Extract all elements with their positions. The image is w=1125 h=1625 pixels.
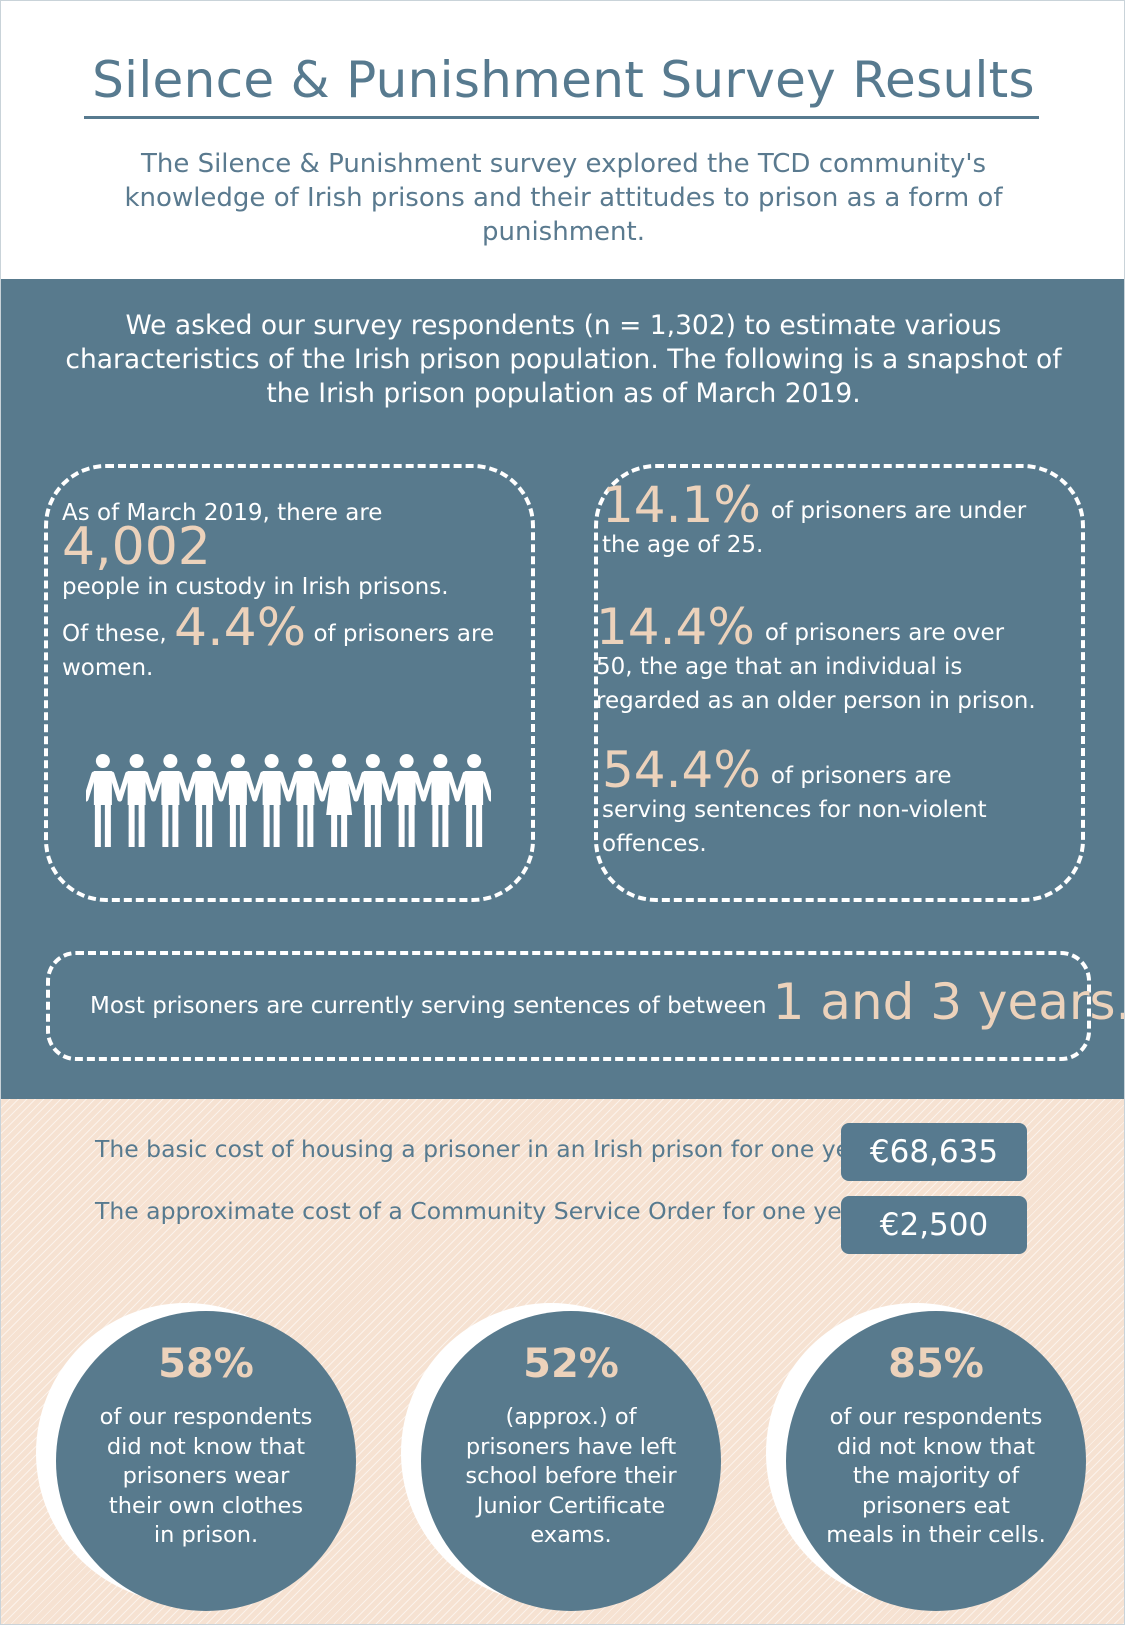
person-arm <box>413 771 426 802</box>
people-icon-row <box>86 754 491 847</box>
person-arm <box>252 771 266 802</box>
person-arm <box>117 771 131 802</box>
person-arm <box>446 771 460 802</box>
sentence-stat: Most prisoners are currently serving sen… <box>90 973 1124 1031</box>
population-box: As of March 2019, there are 4,002 people… <box>44 464 535 902</box>
nonviolent-text: of prisoners are serving sentences for n… <box>602 763 987 857</box>
finding-text: (approx.) of prisoners have left school … <box>465 1404 677 1548</box>
sentence-value: 1 and 3 years. <box>772 973 1125 1031</box>
custody-stat: As of March 2019, there are 4,002 people… <box>62 496 502 604</box>
prison-cost-label: The basic cost of housing a prisoner in … <box>95 1135 880 1163</box>
person-arm <box>244 771 258 802</box>
women-prefix: Of these, <box>62 621 167 647</box>
over50-stat: 14.4% of prisoners are over 50, the age t… <box>596 602 1046 718</box>
custody-suffix: people in custody in Irish prisons. <box>62 574 449 600</box>
finding-percent: 85% <box>888 1341 984 1387</box>
women-stat: Of these, 4.4% of prisoners are women. <box>62 602 502 685</box>
title-underline <box>84 116 1039 119</box>
person-icon <box>195 754 214 847</box>
over50-text: of prisoners are over 50, the age that a… <box>596 620 1036 714</box>
person-arm <box>210 771 224 802</box>
person-icon <box>262 754 281 847</box>
costs-section: The basic cost of housing a prisoner in … <box>1 1099 1124 1624</box>
finding-card-meals: 85% of our respondents did not know that… <box>766 1303 1086 1611</box>
finding-percent: 58% <box>158 1341 254 1387</box>
prison-cost-value: €68,635 <box>841 1123 1027 1181</box>
sentence-box: Most prisoners are currently serving sen… <box>46 951 1124 1061</box>
under25-text: of prisoners are under the age of 25. <box>602 498 1027 558</box>
person-icon <box>228 754 247 847</box>
person-arm <box>387 771 401 802</box>
person-icon <box>397 754 416 847</box>
women-suffix: of prisoners are women. <box>62 621 495 681</box>
person-icon <box>363 754 382 847</box>
person-icon <box>326 754 353 847</box>
snapshot-section: We asked our survey respondents (n = 1,3… <box>1 279 1124 1099</box>
header-section: Silence & Punishment Survey Results The … <box>1 1 1124 279</box>
person-icon <box>465 754 484 847</box>
person-icon <box>296 754 315 847</box>
nonviolent-value: 54.4% <box>602 741 761 799</box>
finding-circle: 85% of our respondents did not know that… <box>786 1311 1086 1611</box>
person-arm <box>86 771 97 802</box>
person-icon <box>127 754 146 847</box>
under25-value: 14.1% <box>602 476 761 534</box>
person-arm <box>109 771 123 802</box>
person-arm <box>319 771 333 802</box>
person-arm <box>379 771 393 802</box>
person-arm <box>278 771 291 802</box>
person-arm <box>454 771 468 802</box>
person-arm <box>480 771 491 802</box>
finding-percent: 52% <box>523 1341 619 1387</box>
cso-cost-label: The approximate cost of a Community Serv… <box>95 1197 874 1225</box>
intro-paragraph: The Silence & Punishment survey explored… <box>124 149 1003 247</box>
nonviolent-stat: 54.4% of prisoners are serving sentences … <box>602 745 1032 861</box>
finding-circle: 52% (approx.) of prisoners have left sch… <box>421 1311 721 1611</box>
person-arm <box>151 771 164 802</box>
women-value: 4.4% <box>174 598 307 658</box>
person-arm <box>184 771 198 802</box>
snapshot-intro: We asked our survey respondents (n = 1,3… <box>65 310 1062 409</box>
person-arm <box>176 771 190 802</box>
finding-text: of our respondents did not know that the… <box>826 1404 1046 1548</box>
over50-value: 14.4% <box>596 598 755 656</box>
person-arm <box>345 771 359 802</box>
custody-prefix: As of March 2019, there are <box>62 500 383 526</box>
page-title: Silence & Punishment Survey Results <box>92 51 1035 109</box>
person-icon <box>431 754 450 847</box>
finding-text: of our respondents did not know that pri… <box>99 1404 313 1548</box>
person-arm <box>311 771 325 802</box>
person-arm <box>353 771 367 802</box>
sentence-prefix: Most prisoners are currently serving sen… <box>90 993 767 1019</box>
finding-circle: 58% of our respondents did not know that… <box>56 1311 356 1611</box>
age-stats-box: 14.1% of prisoners are under the age of 2… <box>594 464 1085 902</box>
under25-stat: 14.1% of prisoners are under the age of 2… <box>602 480 1052 562</box>
person-arm <box>143 771 156 802</box>
person-arm <box>286 771 299 802</box>
person-arm <box>421 771 434 802</box>
custody-value: 4,002 <box>62 517 211 577</box>
person-arm <box>218 771 232 802</box>
finding-card-school: 52% (approx.) of prisoners have left sch… <box>401 1303 721 1611</box>
cso-cost-value: €2,500 <box>841 1196 1027 1254</box>
finding-card-clothes: 58% of our respondents did not know that… <box>36 1303 356 1611</box>
person-icon <box>161 754 180 847</box>
person-icon <box>93 754 112 847</box>
